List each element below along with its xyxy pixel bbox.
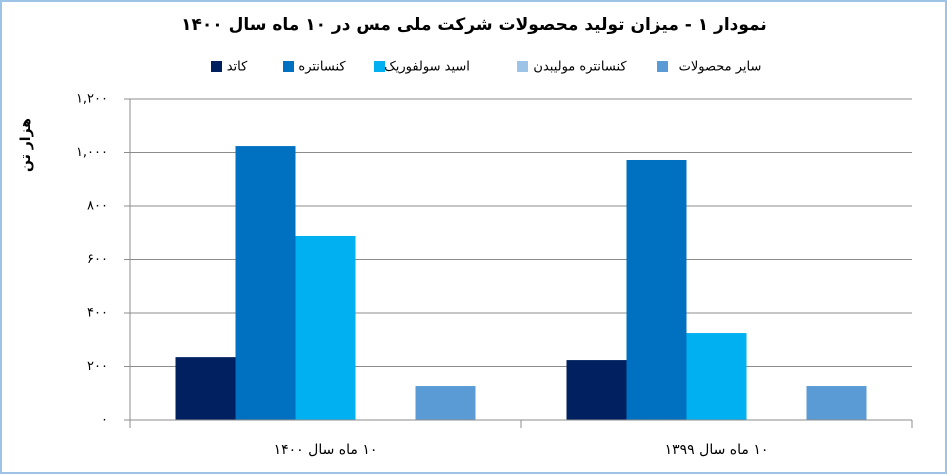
y-axis-label: هزار تن: [18, 118, 34, 172]
legend-swatch: [517, 61, 528, 72]
x-tick-label: ۱۰ ماه سال ۱۴۰۰: [274, 442, 378, 458]
legend-label: اسید سولفوریک: [384, 60, 470, 75]
y-tick-label: ۸۰۰: [87, 199, 108, 214]
legend-label: کاتد: [227, 60, 248, 75]
legend-swatch: [211, 61, 222, 72]
legend-label: سایر محصولات: [679, 60, 762, 75]
legend-label: کنسانتره مولیبدن: [533, 60, 627, 75]
bar: [626, 159, 687, 421]
legend-swatch: [374, 61, 385, 72]
legend-swatch: [657, 61, 668, 72]
x-tick-label: ۱۰ ماه سال ۱۳۹۹: [665, 442, 769, 458]
y-tick-label: ۱,۲۰۰: [76, 92, 108, 107]
bar: [806, 386, 867, 420]
y-tick-label: ۶۰۰: [87, 252, 108, 267]
legend-label: کنسانتره: [298, 60, 346, 75]
y-tick-label: ۰: [101, 413, 108, 428]
y-tick-label: ۴۰۰: [87, 306, 108, 321]
bar: [295, 235, 356, 420]
y-tick-label: ۲۰۰: [87, 359, 108, 374]
bar: [175, 357, 236, 420]
legend-swatch: [283, 61, 294, 72]
bar: [415, 386, 476, 420]
y-tick-label: ۱,۰۰۰: [76, 145, 108, 160]
bar: [235, 146, 296, 420]
chart-title: نمودار ۱ - میزان تولید محصولات شرکت ملی …: [181, 15, 767, 35]
bar: [686, 333, 747, 420]
bar: [566, 360, 627, 420]
